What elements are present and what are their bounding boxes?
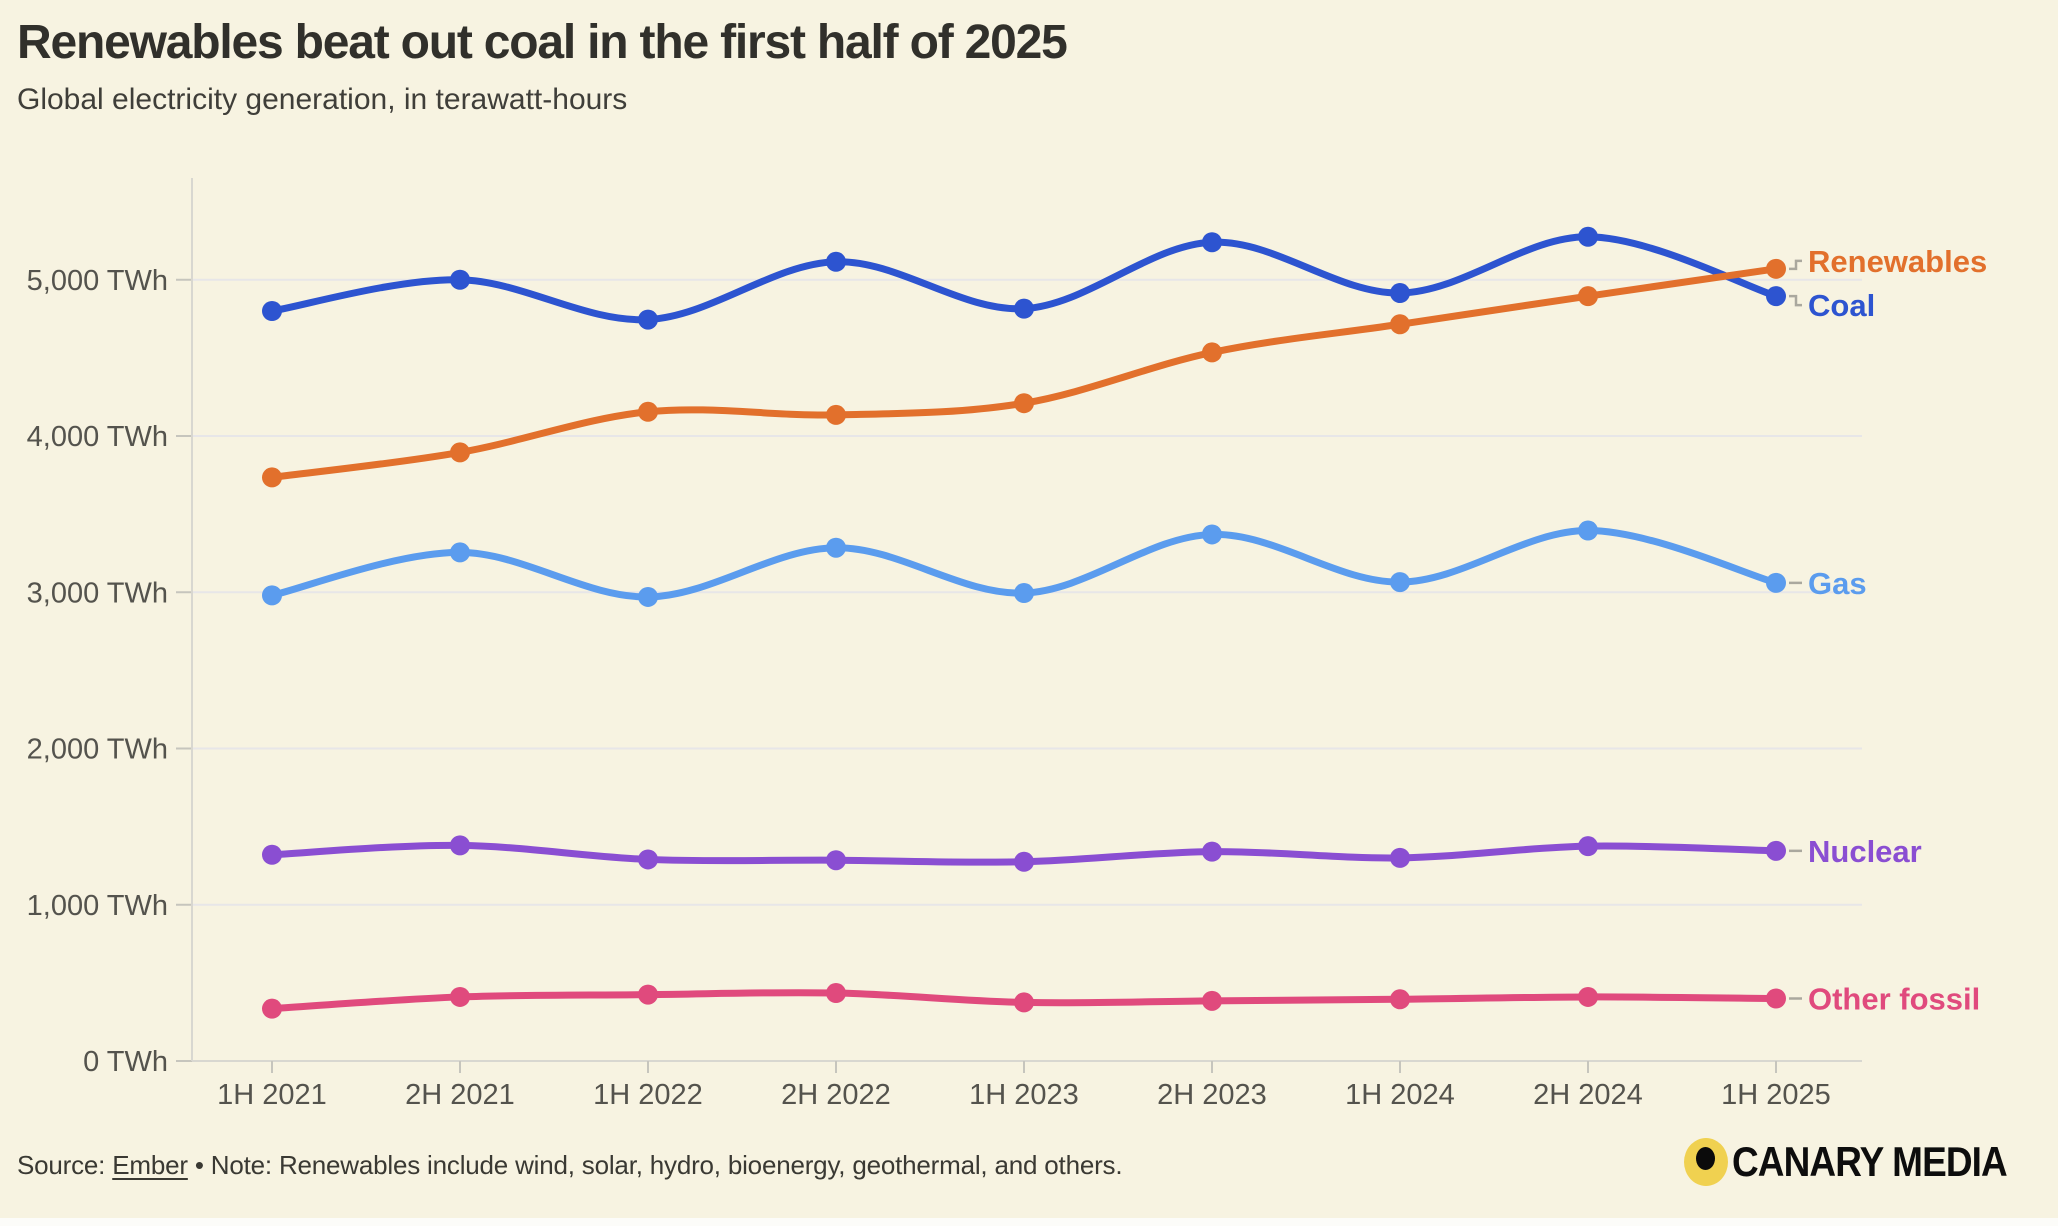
series-dot-nuclear [262,844,282,865]
x-axis-label: 1H 2022 [593,1079,703,1111]
series-end-label-gas: Gas [1808,566,1867,601]
series-dot-renewables [262,467,282,488]
x-axis-label: 2H 2022 [781,1079,891,1111]
bottom-edge-strip [0,1218,2058,1226]
series-dot-other-fossil [262,998,282,1019]
series-dot-other-fossil [1766,988,1786,1009]
series-dot-coal [1578,226,1598,247]
series-dot-other-fossil [1014,992,1034,1013]
series-dot-gas [1014,583,1034,604]
y-axis-label: 5,000 TWh [27,265,168,297]
series-end-label-renewables: Renewables [1808,244,1987,279]
series-dot-renewables [1014,393,1034,414]
canary-logo-icon [1683,1138,1728,1186]
source-label: Source: [17,1150,113,1180]
series-dot-gas [826,537,846,558]
series-dot-gas [262,585,282,606]
series-dot-nuclear [1390,847,1410,868]
series-end-label-coal: Coal [1808,288,1875,323]
series-dot-gas [1202,524,1222,545]
series-dot-renewables [1202,342,1222,363]
logo-black-dot [1695,1147,1715,1170]
series-dot-coal [262,301,282,321]
x-axis-label: 2H 2021 [405,1079,515,1111]
canary-media-logo: CANARY MEDIA [1683,1138,2044,1186]
x-axis-label: 1H 2025 [1721,1079,1831,1111]
series-end-label-nuclear: Nuclear [1808,834,1922,869]
y-axis-label: 4,000 TWh [27,421,168,453]
series-dot-renewables [1390,314,1410,335]
series-dot-other-fossil [1578,986,1598,1007]
series-dot-nuclear [638,849,658,870]
series-dot-nuclear [826,850,846,871]
y-axis-label: 0 TWh [83,1046,168,1078]
series-dot-gas [1578,520,1598,541]
series-dot-renewables [1578,286,1598,307]
x-axis-label: 1H 2021 [217,1079,327,1111]
series-dot-gas [450,542,470,563]
y-axis-label: 1,000 TWh [27,890,168,922]
x-axis-label: 1H 2023 [969,1079,1079,1111]
x-axis-label: 1H 2024 [1345,1079,1455,1111]
series-dot-nuclear [450,835,470,856]
series-dot-coal [1766,286,1786,307]
series-dot-gas [638,586,658,607]
series-dot-other-fossil [638,984,658,1005]
series-dot-coal [638,309,658,330]
source-link[interactable]: Ember [112,1150,188,1180]
series-dot-nuclear [1766,840,1786,861]
y-axis-label: 3,000 TWh [27,577,168,609]
series-dot-coal [1202,232,1222,253]
series-dot-gas [1766,572,1786,593]
series-dot-other-fossil [450,986,470,1007]
x-axis-label: 2H 2023 [1157,1079,1267,1111]
footer: Source: Ember • Note: Renewables include… [17,1150,1123,1181]
series-dot-other-fossil [826,983,846,1004]
series-dot-nuclear [1014,851,1034,872]
y-axis-label: 2,000 TWh [27,734,168,766]
series-end-label-other-fossil: Other fossil [1808,982,1980,1017]
label-connector [1789,294,1802,307]
series-dot-other-fossil [1390,989,1410,1010]
series-dot-renewables [638,401,658,422]
series-dot-renewables [826,404,846,425]
series-dot-renewables [1766,258,1786,279]
series-dot-renewables [450,442,470,463]
series-dot-nuclear [1202,841,1222,862]
footer-note: • Note: Renewables include wind, solar, … [187,1150,1123,1180]
series-dot-coal [826,251,846,272]
series-dot-coal [1390,283,1410,304]
series-dot-nuclear [1578,836,1598,857]
series-dot-coal [1014,298,1034,319]
label-connector [1789,259,1802,271]
x-axis-label: 2H 2024 [1533,1079,1643,1111]
series-dot-coal [450,269,470,290]
page-subtitle: Global electricity generation, in terawa… [17,83,628,116]
canary-logo-text: CANARY MEDIA [1731,1138,2008,1185]
series-dot-other-fossil [1202,990,1222,1011]
page-title: Renewables beat out coal in the first ha… [17,16,1068,69]
series-dot-gas [1390,572,1410,593]
